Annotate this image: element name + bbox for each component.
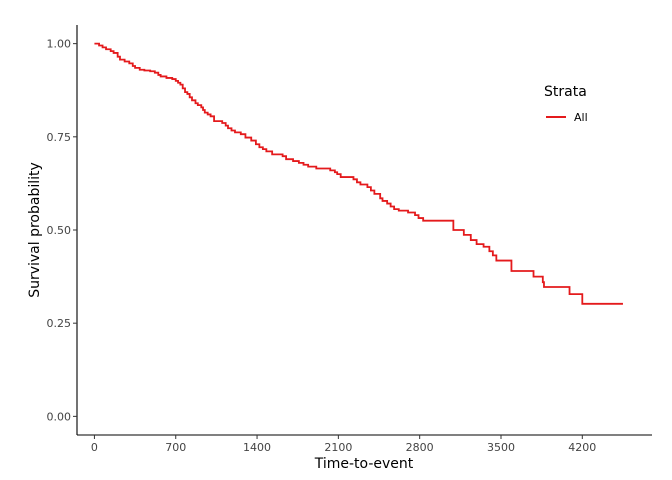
legend-title: Strata	[544, 84, 587, 100]
series-line-all	[94, 42, 623, 305]
x-tick-label: 2100	[324, 441, 352, 454]
legend-label-all: All	[574, 111, 588, 124]
x-tick-label: 2800	[406, 441, 434, 454]
x-axis-title: Time-to-event	[314, 456, 414, 472]
y-tick-label: 1.00	[47, 38, 72, 51]
x-tick-label: 1400	[243, 441, 271, 454]
x-tick-label: 0	[91, 441, 98, 454]
legend: Strata All	[544, 84, 588, 124]
y-axis-title: Survival probability	[27, 162, 43, 298]
x-tick-label: 4200	[568, 441, 596, 454]
y-tick-label: 0.50	[47, 224, 72, 237]
y-tick-label: 0.25	[47, 317, 72, 330]
x-ticks: 0 700 1400 2100 2800 3500 4200	[91, 435, 596, 454]
x-tick-label: 700	[165, 441, 186, 454]
y-tick-label: 0.75	[47, 131, 72, 144]
y-ticks: 0.00 0.25 0.50 0.75 1.00	[47, 38, 77, 423]
y-tick-label: 0.00	[47, 410, 72, 423]
series-layer	[94, 42, 623, 305]
x-tick-label: 3500	[487, 441, 515, 454]
